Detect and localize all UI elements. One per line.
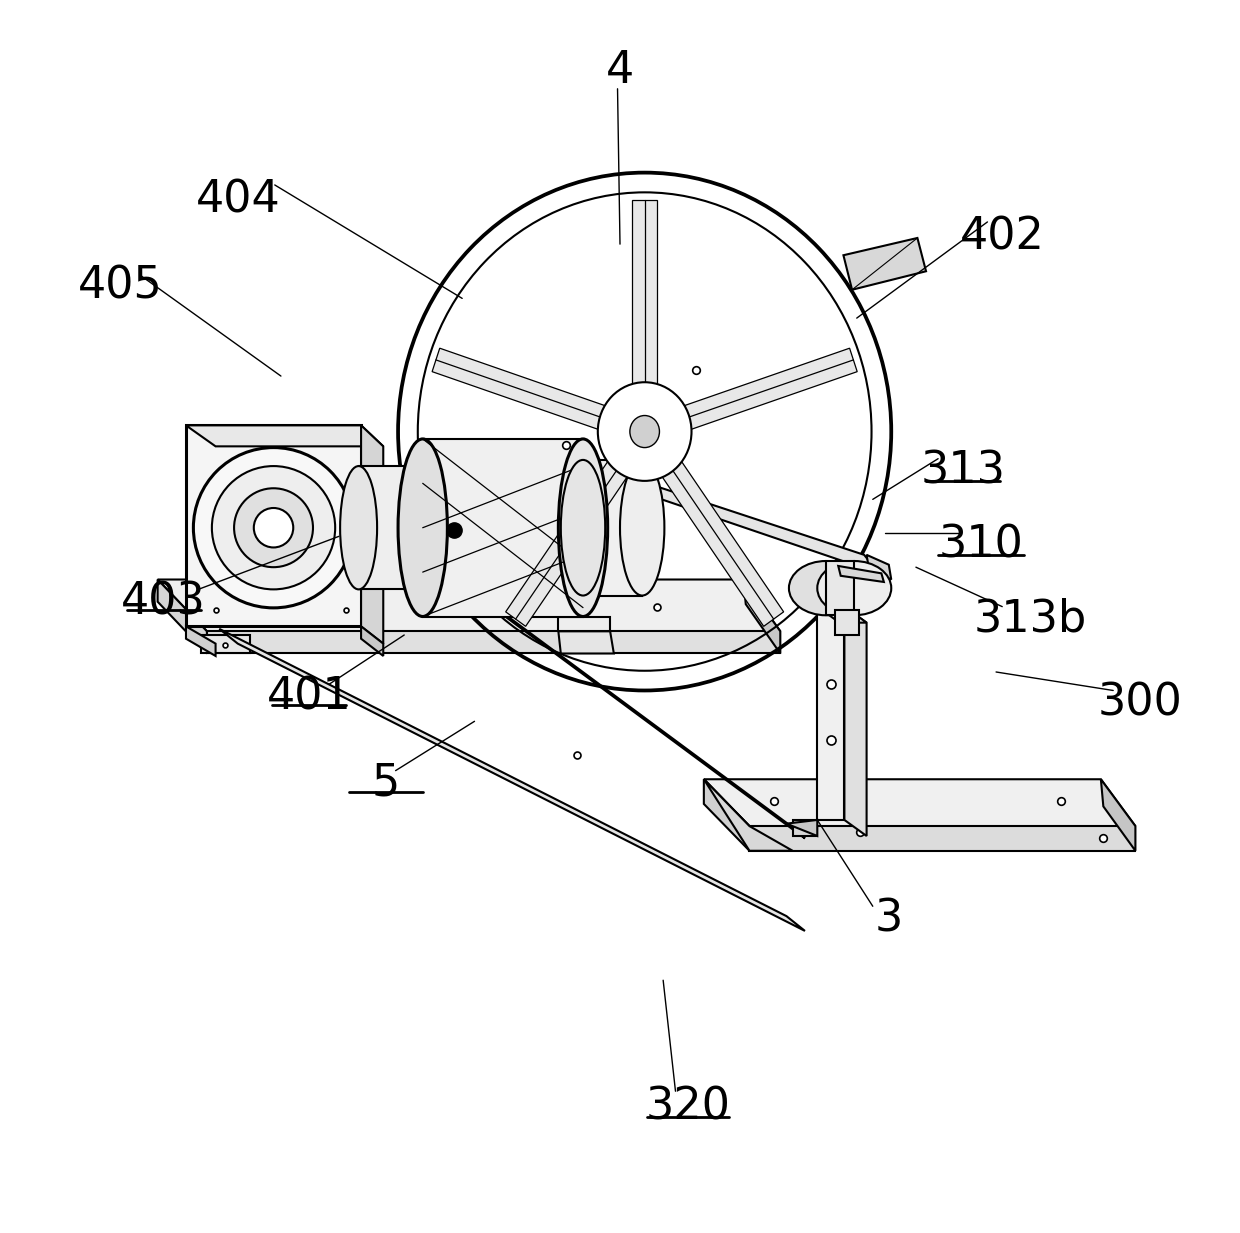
Text: 300: 300 [1097, 682, 1183, 724]
Ellipse shape [398, 439, 448, 616]
Polygon shape [792, 820, 817, 836]
Text: 405: 405 [78, 265, 162, 307]
Polygon shape [361, 425, 383, 644]
Polygon shape [432, 348, 608, 430]
Text: 4: 4 [606, 49, 634, 91]
Ellipse shape [558, 439, 608, 616]
Polygon shape [186, 425, 383, 446]
Ellipse shape [212, 466, 335, 589]
Polygon shape [1101, 779, 1136, 851]
Polygon shape [817, 607, 844, 820]
Polygon shape [157, 580, 207, 653]
Polygon shape [867, 555, 892, 580]
Ellipse shape [340, 466, 377, 589]
Polygon shape [201, 635, 250, 653]
Polygon shape [743, 580, 780, 653]
Polygon shape [844, 607, 867, 836]
Ellipse shape [404, 466, 441, 589]
Ellipse shape [193, 448, 353, 608]
Text: 403: 403 [122, 581, 206, 623]
Polygon shape [632, 200, 657, 388]
Polygon shape [682, 348, 857, 430]
Polygon shape [186, 425, 361, 626]
Polygon shape [219, 629, 805, 931]
Polygon shape [408, 543, 805, 838]
Polygon shape [558, 616, 610, 631]
Polygon shape [826, 561, 854, 615]
Polygon shape [361, 626, 383, 656]
Text: 404: 404 [196, 179, 280, 221]
Polygon shape [622, 456, 657, 483]
Text: 320: 320 [645, 1086, 730, 1128]
Text: 401: 401 [267, 676, 352, 718]
Polygon shape [423, 439, 583, 616]
Text: 3: 3 [874, 898, 903, 940]
Ellipse shape [630, 416, 660, 448]
Polygon shape [660, 459, 784, 626]
Polygon shape [558, 631, 614, 653]
Polygon shape [704, 779, 1136, 826]
Polygon shape [749, 826, 1136, 851]
Polygon shape [838, 566, 884, 582]
Ellipse shape [817, 561, 892, 615]
Polygon shape [506, 459, 629, 626]
Polygon shape [207, 631, 780, 653]
Ellipse shape [620, 460, 665, 596]
Ellipse shape [234, 488, 312, 567]
Polygon shape [843, 238, 926, 290]
Text: 310: 310 [939, 524, 1024, 566]
Ellipse shape [789, 561, 863, 615]
Ellipse shape [560, 460, 605, 596]
Ellipse shape [598, 382, 692, 481]
Polygon shape [358, 466, 423, 589]
Ellipse shape [254, 508, 293, 547]
Polygon shape [786, 820, 817, 836]
Polygon shape [835, 610, 859, 635]
Polygon shape [157, 580, 780, 631]
Polygon shape [632, 478, 879, 573]
Polygon shape [704, 779, 792, 851]
Polygon shape [186, 626, 216, 656]
Text: 402: 402 [960, 216, 1044, 258]
Text: 313: 313 [920, 450, 1006, 492]
Polygon shape [583, 460, 642, 596]
Polygon shape [704, 779, 749, 851]
Polygon shape [817, 607, 867, 623]
Text: 5: 5 [372, 762, 399, 804]
Text: 313b: 313b [973, 598, 1087, 640]
